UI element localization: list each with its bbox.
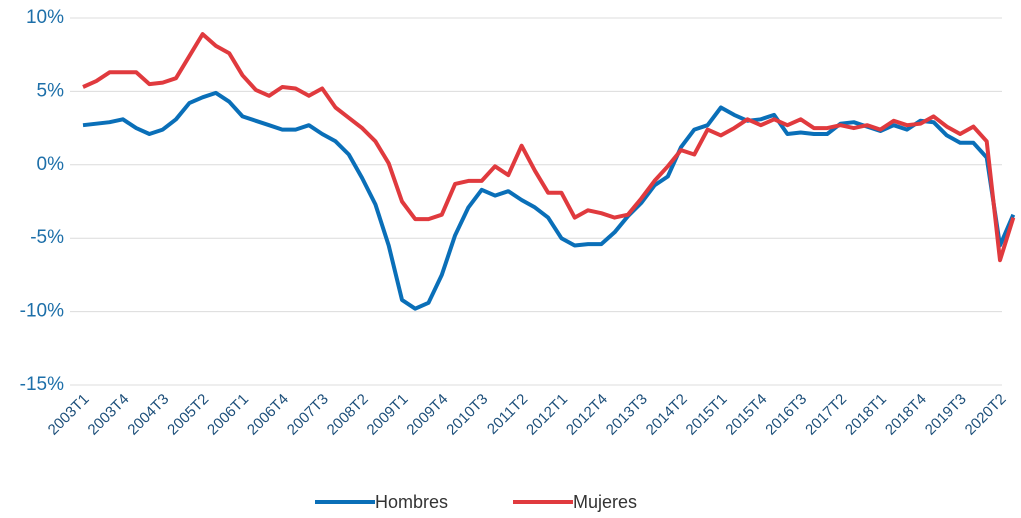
x-tick-label: 2006T1: [204, 391, 252, 439]
y-tick-label: 5%: [37, 80, 65, 101]
y-tick-label: -15%: [20, 374, 64, 395]
x-tick-label: 2004T3: [124, 391, 172, 439]
x-tick-label: 2003T1: [45, 391, 93, 439]
legend-label: Mujeres: [573, 492, 637, 512]
x-tick-label: 2009T1: [364, 391, 412, 439]
x-tick-label: 2013T3: [603, 391, 651, 439]
y-tick-label: -10%: [20, 301, 64, 322]
x-tick-label: 2009T4: [403, 391, 451, 439]
x-tick-label: 2006T4: [244, 391, 292, 439]
x-tick-label: 2012T4: [563, 391, 611, 439]
x-tick-label: 2017T2: [802, 391, 850, 439]
x-tick-label: 2012T1: [523, 391, 571, 439]
x-tick-label: 2005T2: [164, 391, 212, 439]
x-tick-label: 2003T4: [85, 391, 133, 439]
x-tick-label: 2018T1: [842, 391, 890, 439]
x-tick-label: 2010T3: [443, 391, 491, 439]
x-tick-label: 2020T2: [962, 391, 1010, 439]
x-tick-label: 2011T2: [484, 391, 531, 438]
y-tick-label: -5%: [30, 227, 64, 248]
x-tick-label: 2019T3: [922, 391, 970, 439]
x-tick-label: 2015T4: [722, 391, 770, 439]
legend-label: Hombres: [375, 492, 448, 512]
x-tick-label: 2008T2: [324, 391, 372, 439]
line-series: [82, 32, 1016, 263]
x-tick-label: 2015T1: [683, 391, 731, 439]
line-series: [82, 90, 1016, 311]
x-tick-label: 2014T2: [643, 391, 691, 439]
y-tick-label: 10%: [26, 7, 64, 28]
y-tick-label: 0%: [37, 154, 65, 175]
x-tick-label: 2007T3: [284, 391, 332, 439]
x-tick-label: 2016T3: [762, 391, 810, 439]
x-tick-label: 2018T4: [882, 391, 930, 439]
